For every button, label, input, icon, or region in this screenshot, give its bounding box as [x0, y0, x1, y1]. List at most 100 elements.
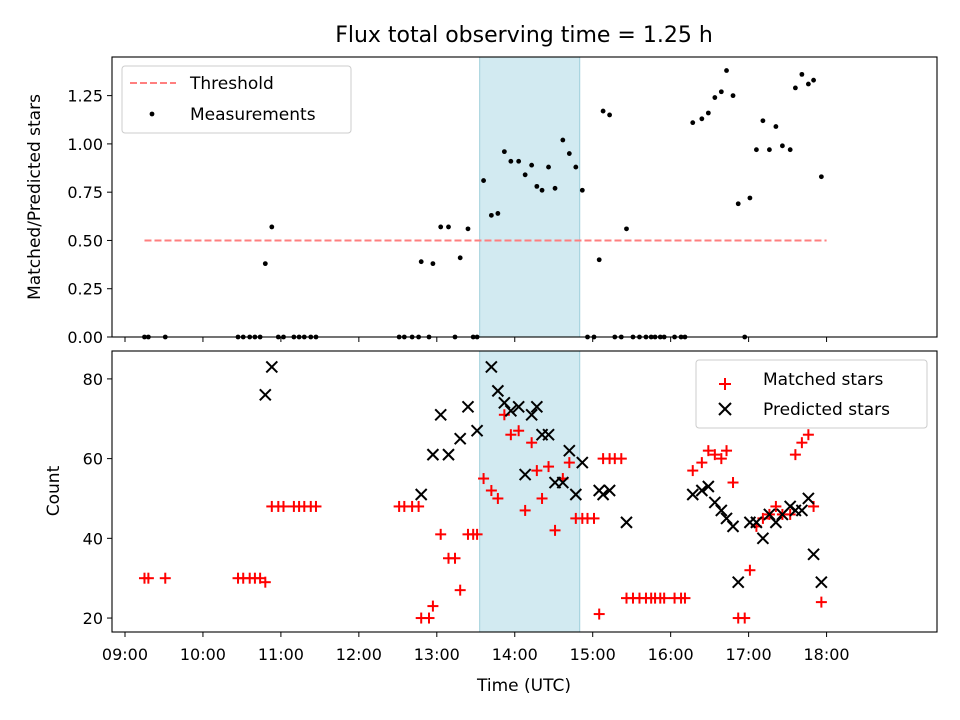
measurement-point: [552, 185, 558, 191]
x-tick-label: 10:00: [180, 645, 226, 664]
bottom-panel-frame: [111, 350, 938, 633]
matched-star-marker: [526, 437, 538, 449]
measurement-point: [792, 85, 798, 91]
predicted-star-marker: [756, 532, 770, 545]
bottom-y-tick-label: 20: [83, 609, 103, 628]
measurement-point: [566, 151, 572, 156]
measurement-point: [481, 178, 486, 183]
bottom-y-tick-label: 80: [83, 370, 103, 389]
measurement-point: [754, 147, 759, 153]
matched-star-marker: [770, 500, 782, 512]
matched-star-marker: [492, 492, 504, 504]
top-panel-frame: [111, 56, 938, 338]
matched-star-marker: [454, 584, 466, 596]
measurement-point: [811, 77, 816, 83]
measurement-point: [495, 211, 501, 216]
predicted-star-marker: [259, 388, 272, 402]
bottom-legend: Matched stars Predicted stars: [695, 359, 928, 429]
predicted-star-marker: [434, 408, 447, 421]
measurement-point: [418, 259, 424, 265]
matched-star-marker: [815, 596, 827, 608]
x-tick-label: 12:00: [336, 645, 382, 664]
measurement-point: [560, 137, 566, 143]
predicted-star-marker: [596, 488, 610, 501]
predicted-star-marker: [518, 468, 532, 481]
predicted-star-marker: [769, 516, 783, 529]
predicted-star-marker: [498, 396, 511, 410]
matched-star-marker: [427, 600, 439, 612]
predicted-star-marker: [525, 408, 538, 421]
legend-measurements-swatch: [149, 111, 155, 117]
predicted-star-marker: [815, 575, 828, 589]
measurement-point: [690, 120, 696, 126]
matched-star-marker: [536, 492, 548, 504]
predicted-star-marker: [512, 400, 525, 414]
predicted-star-marker: [461, 400, 475, 414]
matched-star-marker: [679, 592, 691, 604]
measurement-point: [579, 187, 585, 193]
x-tick-label: 18:00: [804, 645, 850, 664]
predicted-star-marker: [542, 428, 555, 441]
measurement-point: [438, 224, 444, 230]
matched-star-marker: [505, 429, 517, 441]
measurement-point: [269, 224, 275, 230]
x-tick-label: 17:00: [726, 645, 772, 664]
predicted-star-marker: [576, 456, 589, 469]
bottom-y-tick-label: 40: [83, 529, 103, 548]
predicted-star-marker: [453, 432, 467, 445]
matched-star-marker: [513, 425, 525, 437]
matched-star-marker: [449, 552, 461, 564]
predicted-star-marker: [795, 504, 809, 517]
top-legend-box: [121, 65, 352, 134]
measurement-point: [779, 143, 785, 149]
matched-star-marker: [478, 473, 490, 485]
bottom-panel: 20 40 60 80 09:00 10:00 11:00 12:00 13:00 14:00 1…: [44, 350, 938, 696]
matched-star-marker: [739, 612, 751, 624]
measurement-point: [546, 164, 551, 170]
matched-star-marker: [721, 445, 733, 457]
measurement-point: [760, 118, 766, 124]
measurement-point: [501, 149, 507, 155]
predicted-star-marker: [603, 484, 616, 497]
legend-matched-swatch: [719, 378, 731, 390]
measurement-point: [529, 162, 535, 168]
predicted-star-marker: [708, 496, 722, 509]
x-tick-label: 13:00: [414, 645, 460, 664]
predicted-star-marker: [426, 448, 440, 461]
matched-star-marker: [259, 576, 271, 588]
bottom-legend-box: [695, 359, 928, 429]
predicted-star-marker: [563, 444, 576, 457]
measurement-point: [573, 164, 579, 170]
predicted-star-marker: [715, 504, 728, 517]
matched-star-marker: [744, 564, 756, 576]
matched-star-marker: [519, 504, 531, 516]
matched-star-marker: [802, 429, 814, 441]
chart-title: Flux total observing time = 1.25 h: [335, 23, 713, 48]
measurement-point: [539, 187, 545, 193]
matched-star-marker: [702, 445, 714, 457]
predicted-star-marker: [620, 516, 633, 529]
matched-star-marker: [471, 528, 483, 540]
top-panel: 0.00 0.25 0.50 0.75 1.00 1.25 Matched/Predict…: [25, 56, 938, 347]
measurement-point: [457, 255, 463, 261]
matched-star-marker: [696, 457, 708, 469]
measurement-point: [262, 261, 268, 267]
measurement-point: [596, 257, 602, 263]
predicted-star-marker: [686, 488, 699, 501]
top-y-tick-label: 1.00: [67, 135, 103, 154]
legend-measurements-label: Measurements: [190, 105, 316, 125]
matched-star-marker: [687, 465, 699, 477]
matched-star-marker: [593, 608, 605, 620]
legend-matched-label: Matched stars: [763, 370, 883, 390]
matched-star-marker: [588, 512, 600, 524]
predicted-star-marker: [807, 548, 820, 561]
measurement-point: [446, 224, 451, 230]
measurement-point: [508, 158, 514, 164]
matched-star-marker: [709, 449, 721, 461]
matched-star-marker: [413, 500, 425, 512]
measurement-point: [705, 110, 711, 116]
measurement-point: [773, 124, 779, 129]
measurement-point: [818, 174, 824, 180]
measurement-point: [805, 81, 811, 87]
predicted-star-marker: [726, 520, 740, 533]
